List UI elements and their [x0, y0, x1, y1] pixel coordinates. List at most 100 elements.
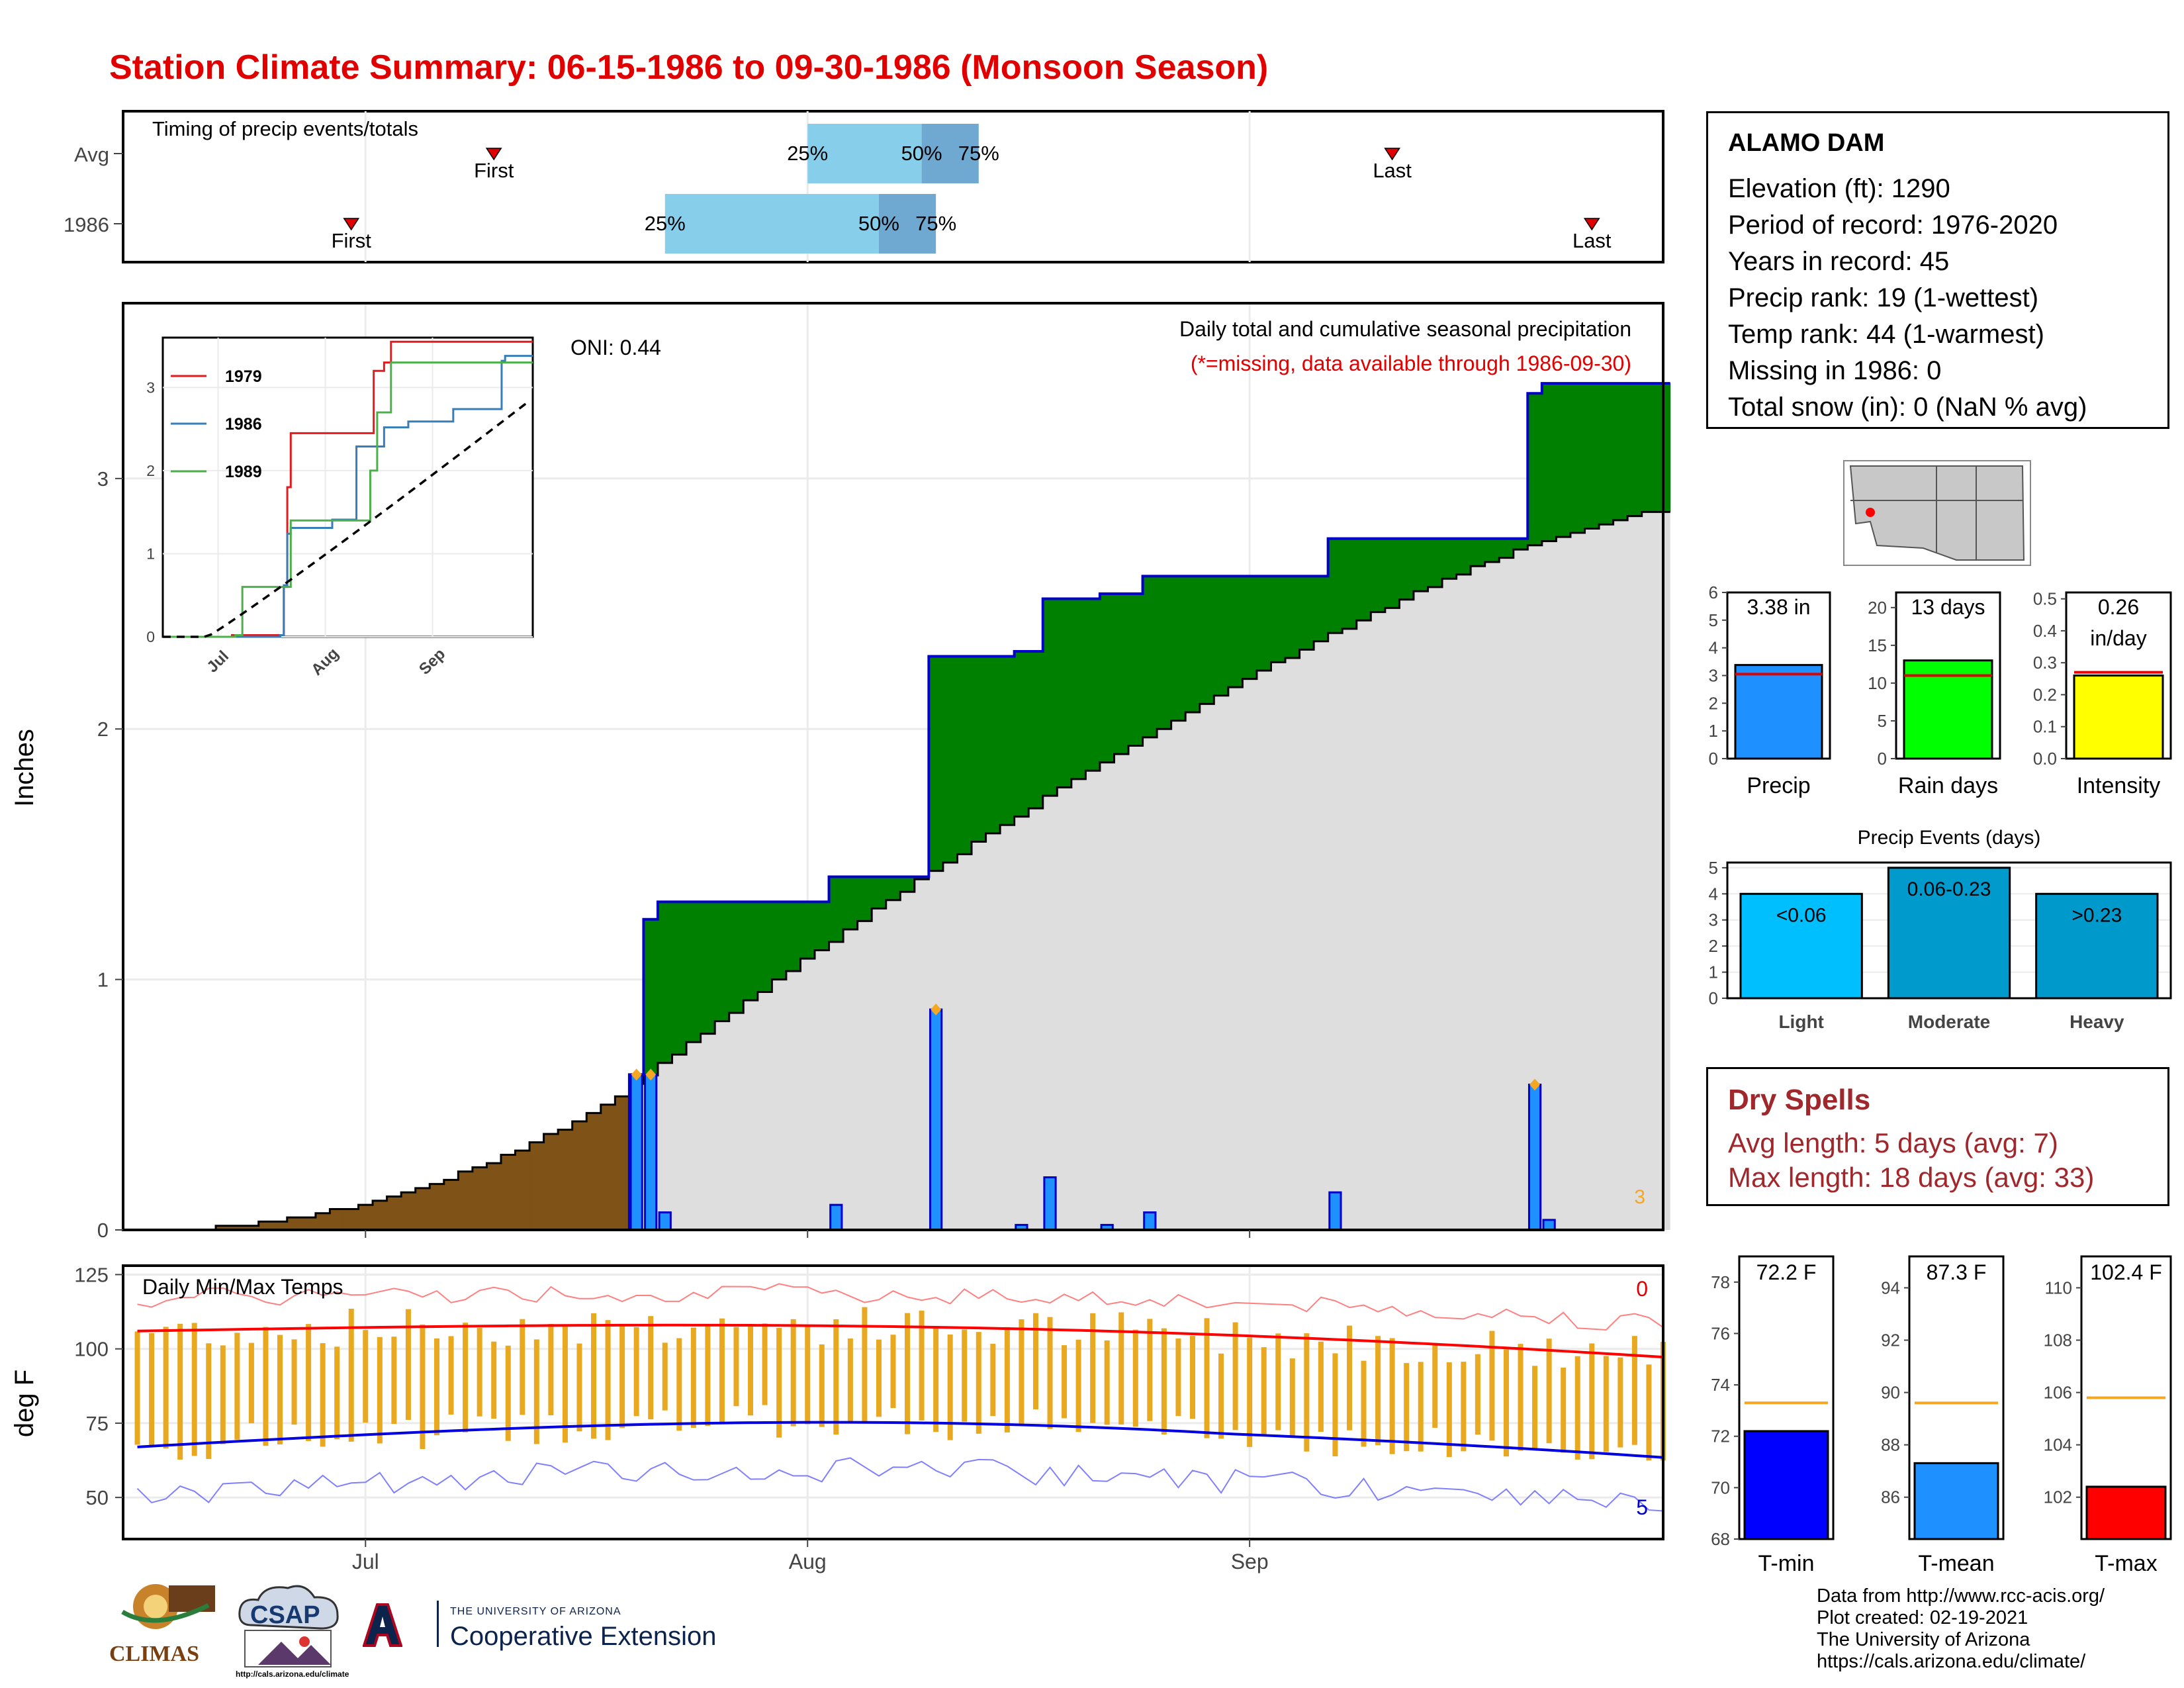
daily-temp-bar	[1603, 1356, 1609, 1452]
inset-avg-line	[163, 400, 530, 638]
station-info-box: ALAMO DAM Elevation (ft): 1290 Period of…	[1706, 111, 2169, 429]
precip-title: Daily total and cumulative seasonal prec…	[1179, 317, 1631, 341]
surplus-fill	[1157, 576, 1172, 729]
daily-temp-bar	[1404, 1363, 1410, 1452]
events-ytick-label: 2	[1709, 936, 1718, 956]
daily-precip-bar	[829, 1203, 843, 1231]
daily-temp-bar	[605, 1320, 611, 1440]
surplus-fill	[1142, 576, 1158, 737]
inset-ytick-label: 0	[146, 628, 155, 645]
surplus-fill	[900, 876, 915, 892]
deficit-fill	[615, 1096, 630, 1230]
daily-temp-bar	[134, 1331, 140, 1445]
deficit-fill	[572, 1121, 587, 1230]
events-title: Precip Events (days)	[1858, 827, 2041, 849]
daily-temp-bar	[334, 1346, 340, 1440]
csap-url: http://cals.arizona.edu/climate	[236, 1669, 349, 1679]
daily-temp-bar	[619, 1326, 625, 1429]
surplus-fill	[1471, 538, 1486, 567]
daily-temp-bar	[819, 1344, 825, 1427]
first-label: First	[332, 229, 372, 252]
daily-temp-bar	[391, 1336, 397, 1424]
surplus-fill	[942, 656, 958, 863]
deficit-fill	[430, 1184, 445, 1230]
surplus-fill	[1000, 656, 1015, 825]
station-name: ALAMO DAM	[1728, 129, 1885, 157]
daily-temp-bar	[990, 1344, 996, 1417]
surplus-fill	[1399, 538, 1414, 600]
daily-temp-bar	[933, 1327, 939, 1432]
daily-temp-bar	[1418, 1362, 1424, 1452]
precip-ytick-label: 3	[97, 467, 109, 491]
daily-temp-bar	[1617, 1357, 1623, 1448]
station-years: Years in record: 45	[1728, 247, 1950, 276]
daily-temp-bar	[1318, 1341, 1324, 1432]
deficit-fill	[230, 1225, 245, 1230]
q50-label: 50%	[901, 142, 942, 165]
daily-temp-bar	[348, 1309, 354, 1442]
surplus-fill	[1356, 538, 1371, 621]
summary-ytick-label: 0	[1878, 749, 1887, 769]
temps-xtick-label: Sep	[1231, 1550, 1269, 1573]
inset-ytick-label: 3	[146, 379, 155, 396]
station-elevation: Elevation (ft): 1290	[1728, 174, 1950, 203]
csap-logo: CSAP http://cals.arizona.edu/climate	[232, 1579, 351, 1681]
daily-temp-bar	[1361, 1360, 1367, 1447]
daily-temp-bar	[576, 1343, 582, 1432]
deficit-fill	[443, 1180, 459, 1230]
summary-category-label: Intensity	[2077, 773, 2161, 798]
daily-temp-bar	[833, 1319, 839, 1435]
station-location-marker	[1866, 508, 1875, 517]
daily-temp-bar	[748, 1325, 754, 1416]
surplus-fill	[857, 876, 872, 921]
daily-temp-bar	[919, 1310, 925, 1421]
daily-temp-bar	[662, 1342, 668, 1411]
temp-summary-ytick-label: 104	[2044, 1435, 2072, 1455]
daily-temp-bar	[491, 1341, 497, 1419]
record-marker	[931, 1004, 942, 1016]
deficit-fill	[515, 1150, 530, 1230]
q50-label: 50%	[858, 212, 899, 235]
avg-low-line	[137, 1421, 1664, 1459]
daily-temp-bar	[405, 1309, 411, 1420]
temp-summary-ytick-label: 70	[1711, 1477, 1730, 1497]
daily-temp-bar	[477, 1328, 482, 1417]
daily-temp-bar	[1075, 1339, 1081, 1432]
record-marker	[645, 1068, 657, 1081]
daily-temp-bar	[291, 1339, 297, 1425]
quartile-bar-high	[878, 194, 936, 254]
daily-temp-bar	[776, 1328, 782, 1438]
event-bar-label: >0.23	[2071, 904, 2122, 926]
credits: Data from http://www.rcc-acis.org/ Plot …	[1817, 1585, 2105, 1673]
temp-summary-value-label: 72.2 F	[1756, 1260, 1817, 1284]
climas-emblem-icon	[121, 1584, 215, 1629]
deficit-fill	[258, 1221, 273, 1230]
deficit-fill	[600, 1104, 615, 1230]
q25-label: 25%	[787, 142, 828, 165]
daily-temp-bar	[320, 1343, 326, 1447]
temps-count-high: 0	[1636, 1277, 1648, 1301]
daily-temp-bar	[1004, 1327, 1010, 1432]
ua-small-text: THE UNIVERSITY OF ARIZONA	[450, 1606, 621, 1617]
daily-temp-bar	[1132, 1329, 1138, 1427]
daily-temp-bar	[1062, 1345, 1068, 1419]
temps-xtick-label: Jul	[352, 1550, 379, 1573]
timing-row-label: Avg	[74, 143, 109, 166]
summary-ytick-label: 3	[1709, 666, 1718, 686]
temp-summary-bar	[2085, 1485, 2167, 1540]
credit-university: The University of Arizona	[1817, 1629, 2030, 1650]
q25-label: 25%	[645, 212, 686, 235]
summary-ytick-label: 1	[1709, 721, 1718, 741]
surplus-fill	[957, 656, 972, 855]
daily-temp-bar	[562, 1325, 568, 1443]
surplus-fill	[1513, 538, 1528, 550]
inset-legend-label: 1989	[225, 463, 262, 481]
precip-corner-label: 3	[1634, 1186, 1645, 1208]
daily-temp-bar	[234, 1333, 240, 1440]
summary-bar	[2073, 675, 2164, 760]
surplus-fill	[1299, 576, 1314, 650]
surplus-fill	[772, 902, 787, 980]
surplus-fill	[1371, 538, 1386, 612]
daily-temp-bar	[905, 1313, 911, 1434]
daily-temp-bar	[1389, 1338, 1395, 1454]
